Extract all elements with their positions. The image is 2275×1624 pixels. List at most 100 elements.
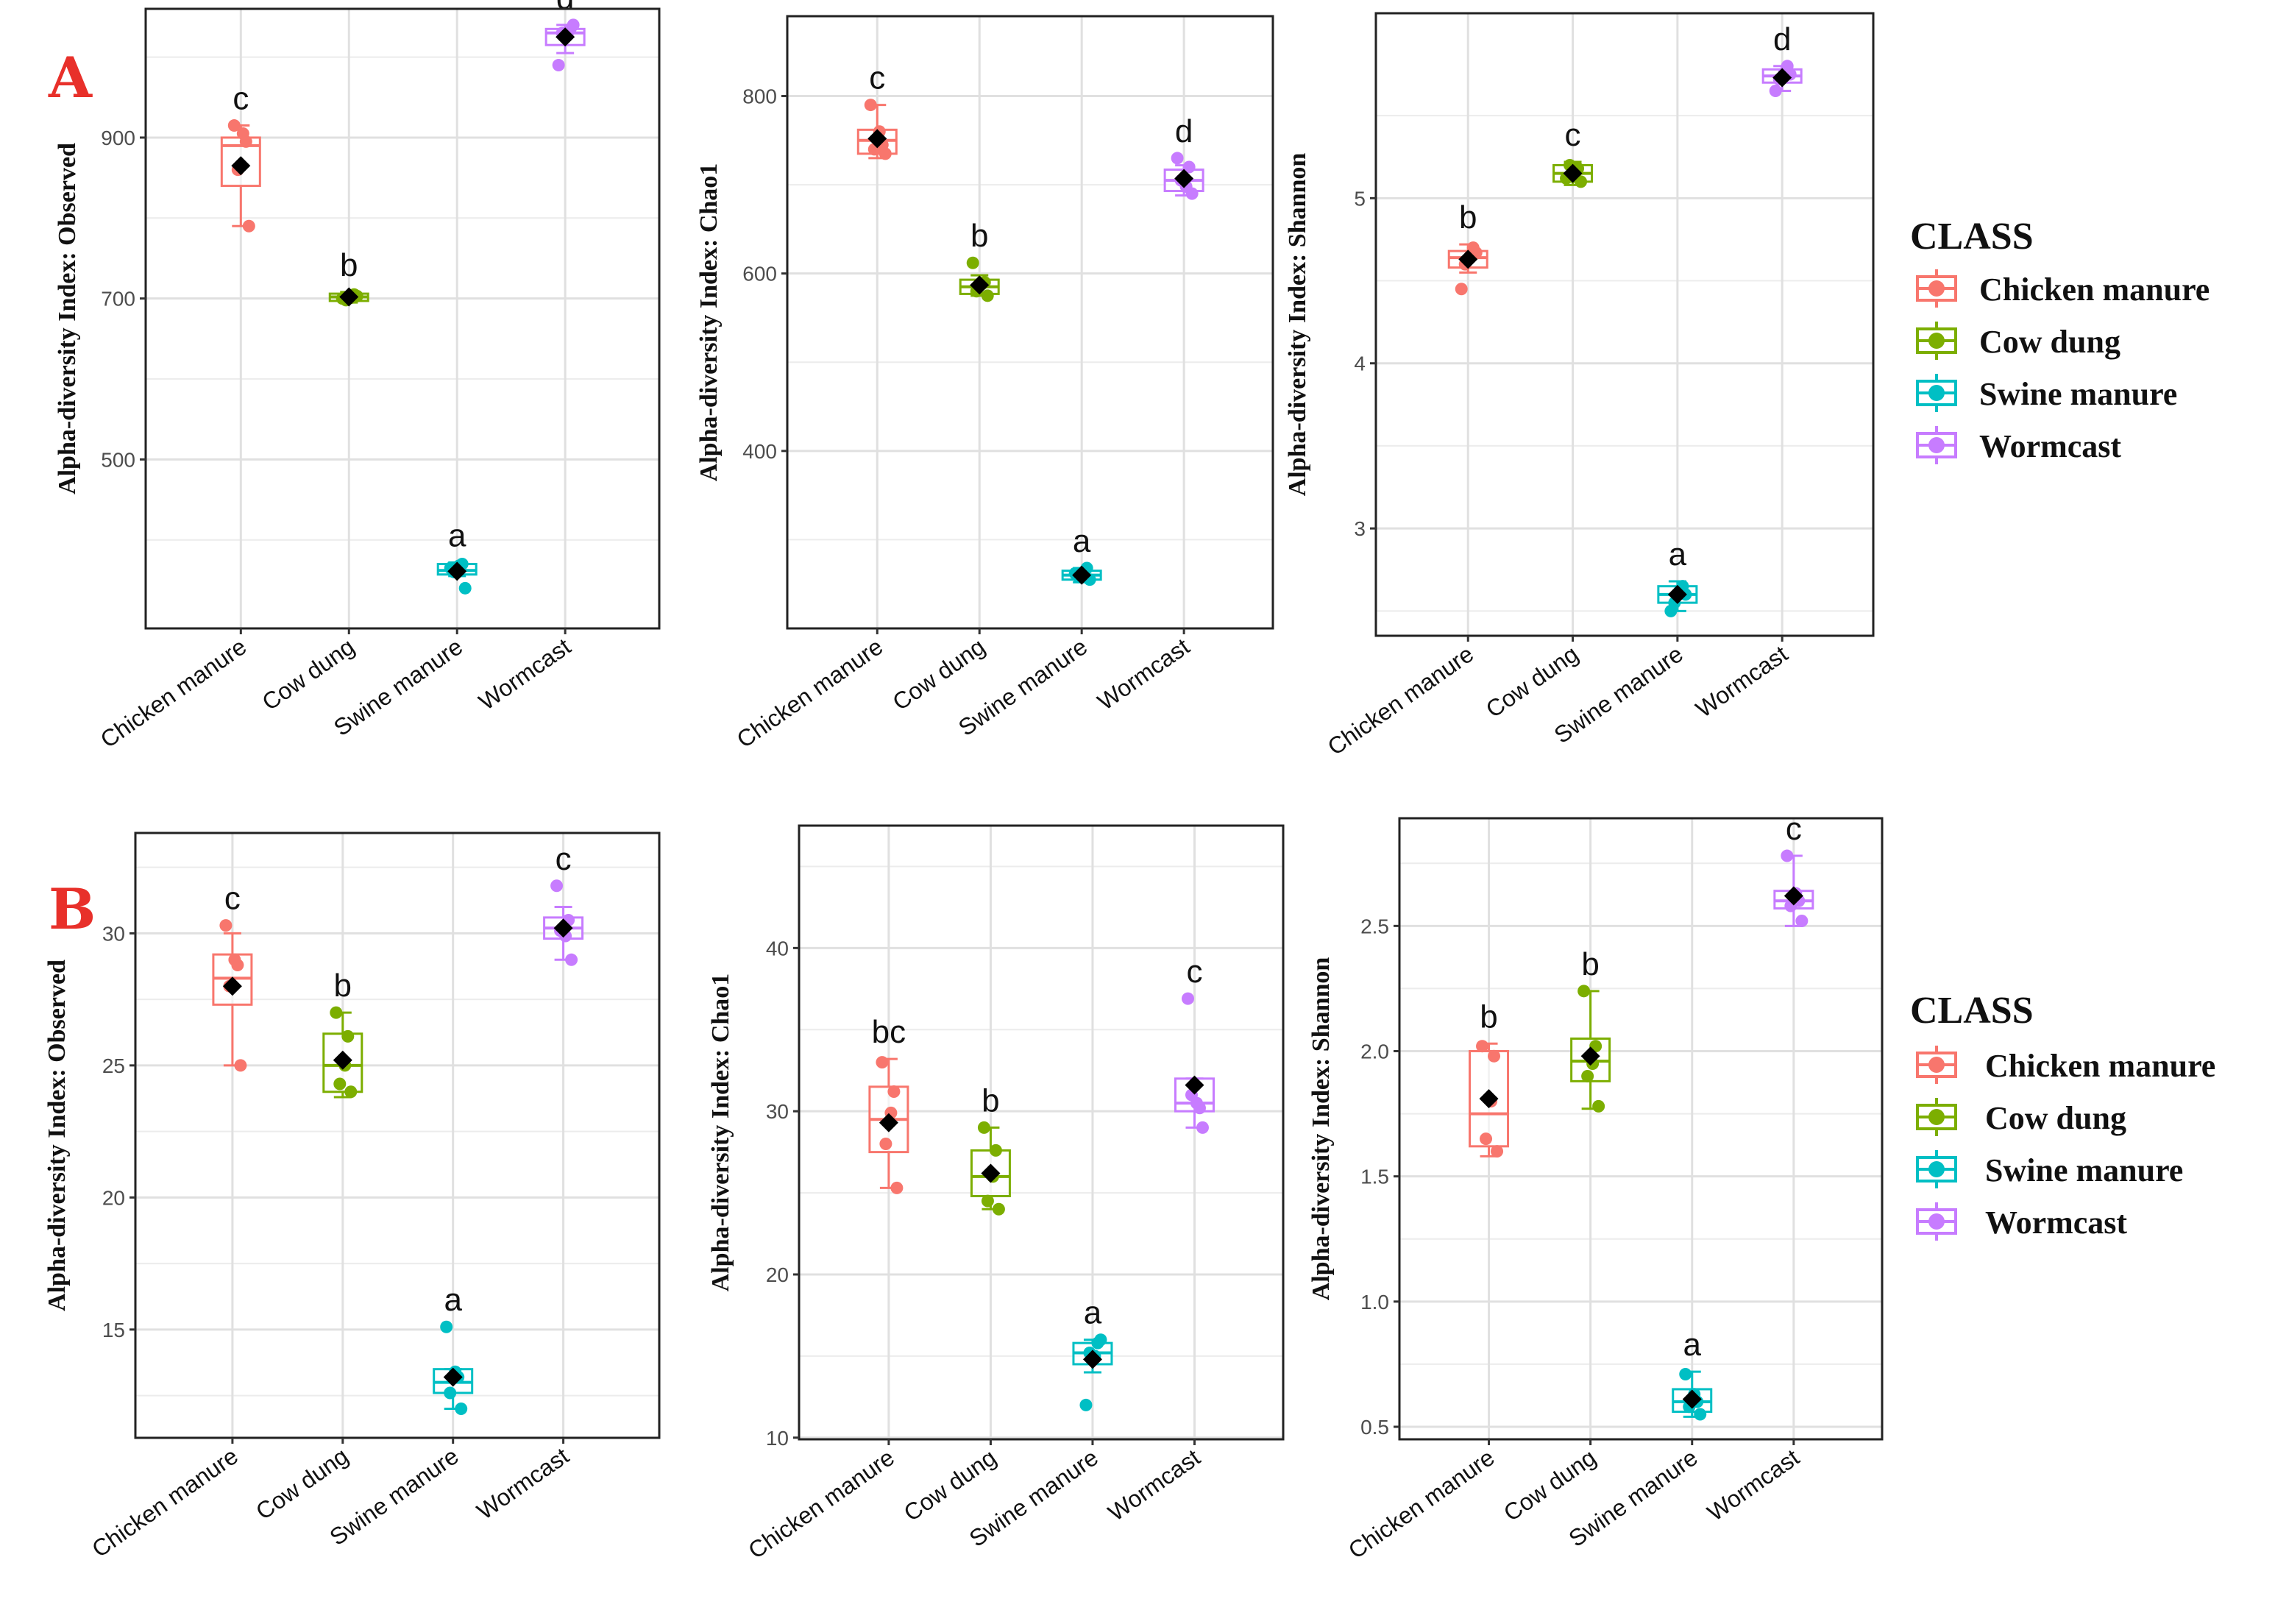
legend-item-swine-manure <box>1916 374 1957 412</box>
data-point <box>1455 283 1468 296</box>
legend-title: CLASS <box>1910 216 2034 258</box>
y-tick-label: 30 <box>766 1100 789 1123</box>
plot-frame <box>786 15 1274 630</box>
legend-key-point <box>1928 280 1945 297</box>
legend-item-wormcast <box>1916 1202 1957 1241</box>
y-tick-label: 2.0 <box>1360 1040 1389 1063</box>
data-point <box>989 1143 1002 1157</box>
mean-marker <box>1667 584 1687 604</box>
data-point <box>1190 1096 1203 1110</box>
x-tick-label: Chicken manure <box>87 1442 243 1562</box>
box-swine-manure: a <box>1061 523 1102 586</box>
box-swine-manure: a <box>436 517 478 595</box>
y-tick-label: 500 <box>101 448 135 471</box>
x-tick-label: Cow dung <box>899 1444 1001 1526</box>
legend-bottom: CLASS Chicken manure Cow dung Swine manu… <box>1910 990 2215 1241</box>
data-point <box>981 1194 994 1208</box>
significance-letter: a <box>444 1282 462 1318</box>
x-tick-label: Chicken manure <box>1323 640 1479 760</box>
plot-frame <box>1374 12 1875 637</box>
y-axis-label: Alpha-diversity Index: Shannon <box>1307 957 1335 1301</box>
significance-letter: c <box>1565 117 1581 153</box>
plot-frame <box>144 7 661 630</box>
mean-marker <box>1784 886 1803 906</box>
significance-letter: b <box>1581 946 1599 982</box>
data-point <box>234 1059 247 1072</box>
box-cow-dung: b <box>959 218 1000 302</box>
box-swine-manure: a <box>1072 1295 1113 1411</box>
data-point <box>228 953 241 966</box>
significance-letter: a <box>448 517 466 553</box>
mean-marker <box>222 976 242 996</box>
significance-letter: a <box>1073 523 1091 559</box>
significance-letter: b <box>340 247 358 283</box>
data-point <box>552 59 565 72</box>
data-point <box>444 1386 457 1400</box>
legend-key-point <box>1928 1161 1945 1177</box>
box-wormcast: d <box>1163 113 1204 200</box>
box-chicken-manure: bc <box>868 1014 909 1194</box>
data-point <box>1679 1368 1692 1381</box>
y-axis-label: Alpha-diversity Index: Chao1 <box>695 163 723 482</box>
data-point <box>1769 84 1782 97</box>
significance-letter: b <box>1459 199 1477 235</box>
data-point <box>333 1077 347 1091</box>
data-point <box>344 1085 358 1099</box>
legend-label-cow-dung: Cow dung <box>1985 1100 2126 1136</box>
data-point <box>236 127 249 140</box>
y-axis-label: Alpha-diversity Index: Observed <box>43 960 71 1311</box>
y-tick-label: 800 <box>742 85 777 108</box>
data-point <box>864 99 877 112</box>
data-point <box>876 1056 889 1069</box>
legend-item-wormcast <box>1916 426 1957 464</box>
mean-marker <box>1563 163 1583 183</box>
data-point <box>1781 849 1794 862</box>
significance-letter: d <box>1175 113 1193 149</box>
legend-key-point <box>1928 333 1945 349</box>
x-tick-label: Cow dung <box>1499 1444 1601 1526</box>
data-point <box>1171 152 1184 165</box>
box-wormcast: d <box>1761 21 1803 97</box>
y-tick-label: 1.0 <box>1360 1291 1389 1313</box>
data-point <box>981 289 994 302</box>
data-point <box>1795 915 1809 928</box>
y-axis-label: Alpha-diversity Index: Shannon <box>1284 153 1311 497</box>
y-tick-label: 20 <box>766 1263 789 1286</box>
y-axis-label: Alpha-diversity Index: Chao1 <box>707 974 734 1292</box>
y-tick-label: 10 <box>766 1427 789 1450</box>
significance-letter: b <box>1480 999 1497 1035</box>
x-tick-label: Chicken manure <box>96 633 252 753</box>
x-tick-label: Cow dung <box>888 633 990 715</box>
box-wormcast: c <box>1174 954 1215 1134</box>
significance-letter: d <box>1773 21 1791 57</box>
data-point <box>1694 1408 1707 1421</box>
box-chicken-manure: b <box>1469 999 1510 1158</box>
legend-label-swine-manure: Swine manure <box>1979 376 2177 412</box>
box-swine-manure: a <box>1672 1327 1713 1421</box>
x-tick-label: Wormcast <box>1103 1444 1204 1526</box>
data-point <box>1182 160 1196 174</box>
significance-letter: b <box>970 218 988 254</box>
data-point <box>1488 1049 1501 1063</box>
mean-marker <box>231 156 251 176</box>
significance-letter: a <box>1669 536 1687 572</box>
y-tick-label: 700 <box>101 288 135 311</box>
box-cow-dung: c <box>1552 117 1594 188</box>
mean-marker <box>1772 68 1792 88</box>
legend-label-wormcast: Wormcast <box>1979 428 2121 464</box>
box-cow-dung: b <box>970 1082 1011 1216</box>
mean-marker <box>553 918 573 938</box>
significance-letter: a <box>1683 1327 1702 1363</box>
box-chicken-manure: b <box>1447 199 1488 296</box>
x-tick-label: Wormcast <box>1691 640 1792 723</box>
legend-item-cow-dung <box>1916 322 1957 360</box>
box-wormcast: c <box>1773 811 1814 928</box>
box-cow-dung: b <box>322 968 363 1099</box>
x-tick-label: Cow dung <box>251 1442 353 1525</box>
plot-background <box>1376 13 1873 636</box>
box-swine-manure: a <box>1657 536 1698 617</box>
box-chicken-manure: c <box>856 60 898 160</box>
